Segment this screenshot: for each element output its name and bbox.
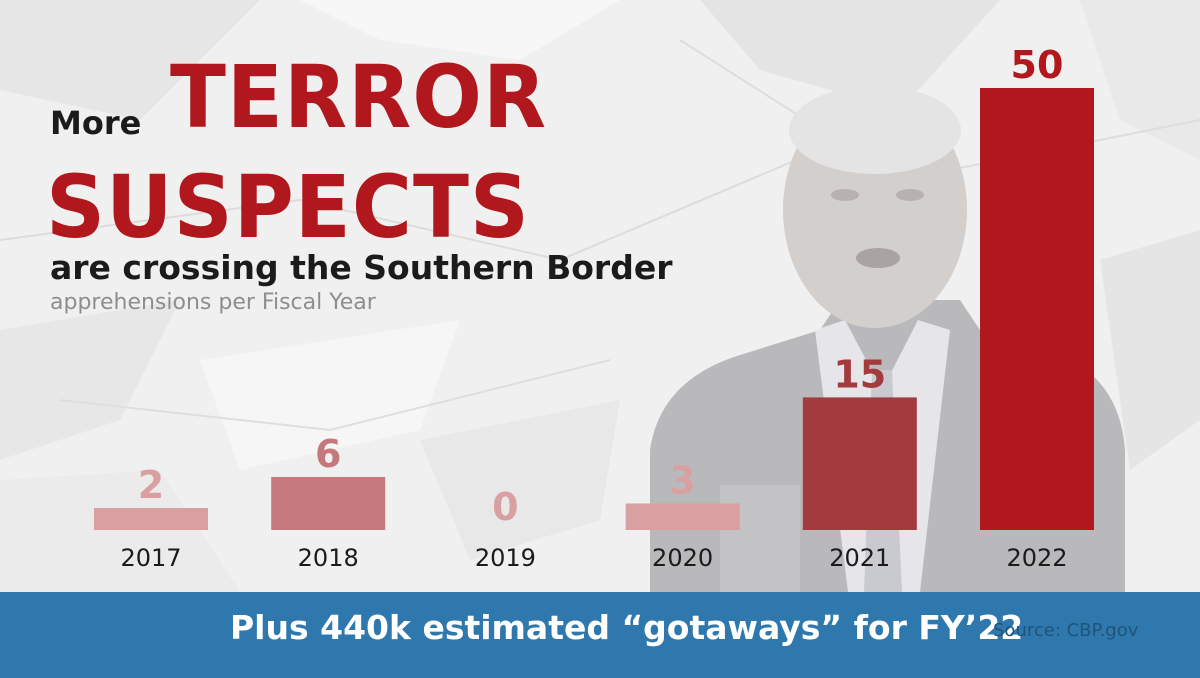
headline-subline: are crossing the Southern Border [50,248,673,287]
data-label-2019: 0 [492,485,518,529]
bar-2017 [94,508,208,530]
x-tick-label-2021: 2021 [829,544,890,572]
headline-emphasis-suspects: SUSPECTS [46,158,530,258]
x-tick-label-2017: 2017 [120,544,181,572]
headline-lead: More [50,104,142,142]
banner-text: Plus 440k estimated “gotaways” for FY’22 [230,608,1024,647]
bar-2018 [271,476,386,530]
data-label-2021: 15 [833,352,886,396]
headline-emphasis-terror: TERROR [170,48,548,148]
bar-chart: 2 2017 6 2018 0 2019 3 2020 15 2021 50 2022 [94,43,1094,572]
data-label-2020: 3 [669,458,695,502]
x-tick-label-2018: 2018 [298,544,359,572]
bottom-banner: Plus 440k estimated “gotaways” for FY’22… [0,592,1200,678]
data-label-2017: 2 [138,463,164,507]
x-tick-label-2022: 2022 [1006,544,1067,572]
bar-2020 [625,503,740,530]
headline-note: apprehensions per Fiscal Year [50,290,376,315]
data-label-2018: 6 [315,432,341,476]
bar-2022 [980,88,1094,530]
x-tick-label-2019: 2019 [475,544,536,572]
source-credit: Source: CBP.gov [993,620,1139,641]
bar-2021 [802,397,917,530]
x-tick-label-2020: 2020 [652,544,713,572]
data-label-2022: 50 [1011,43,1064,87]
